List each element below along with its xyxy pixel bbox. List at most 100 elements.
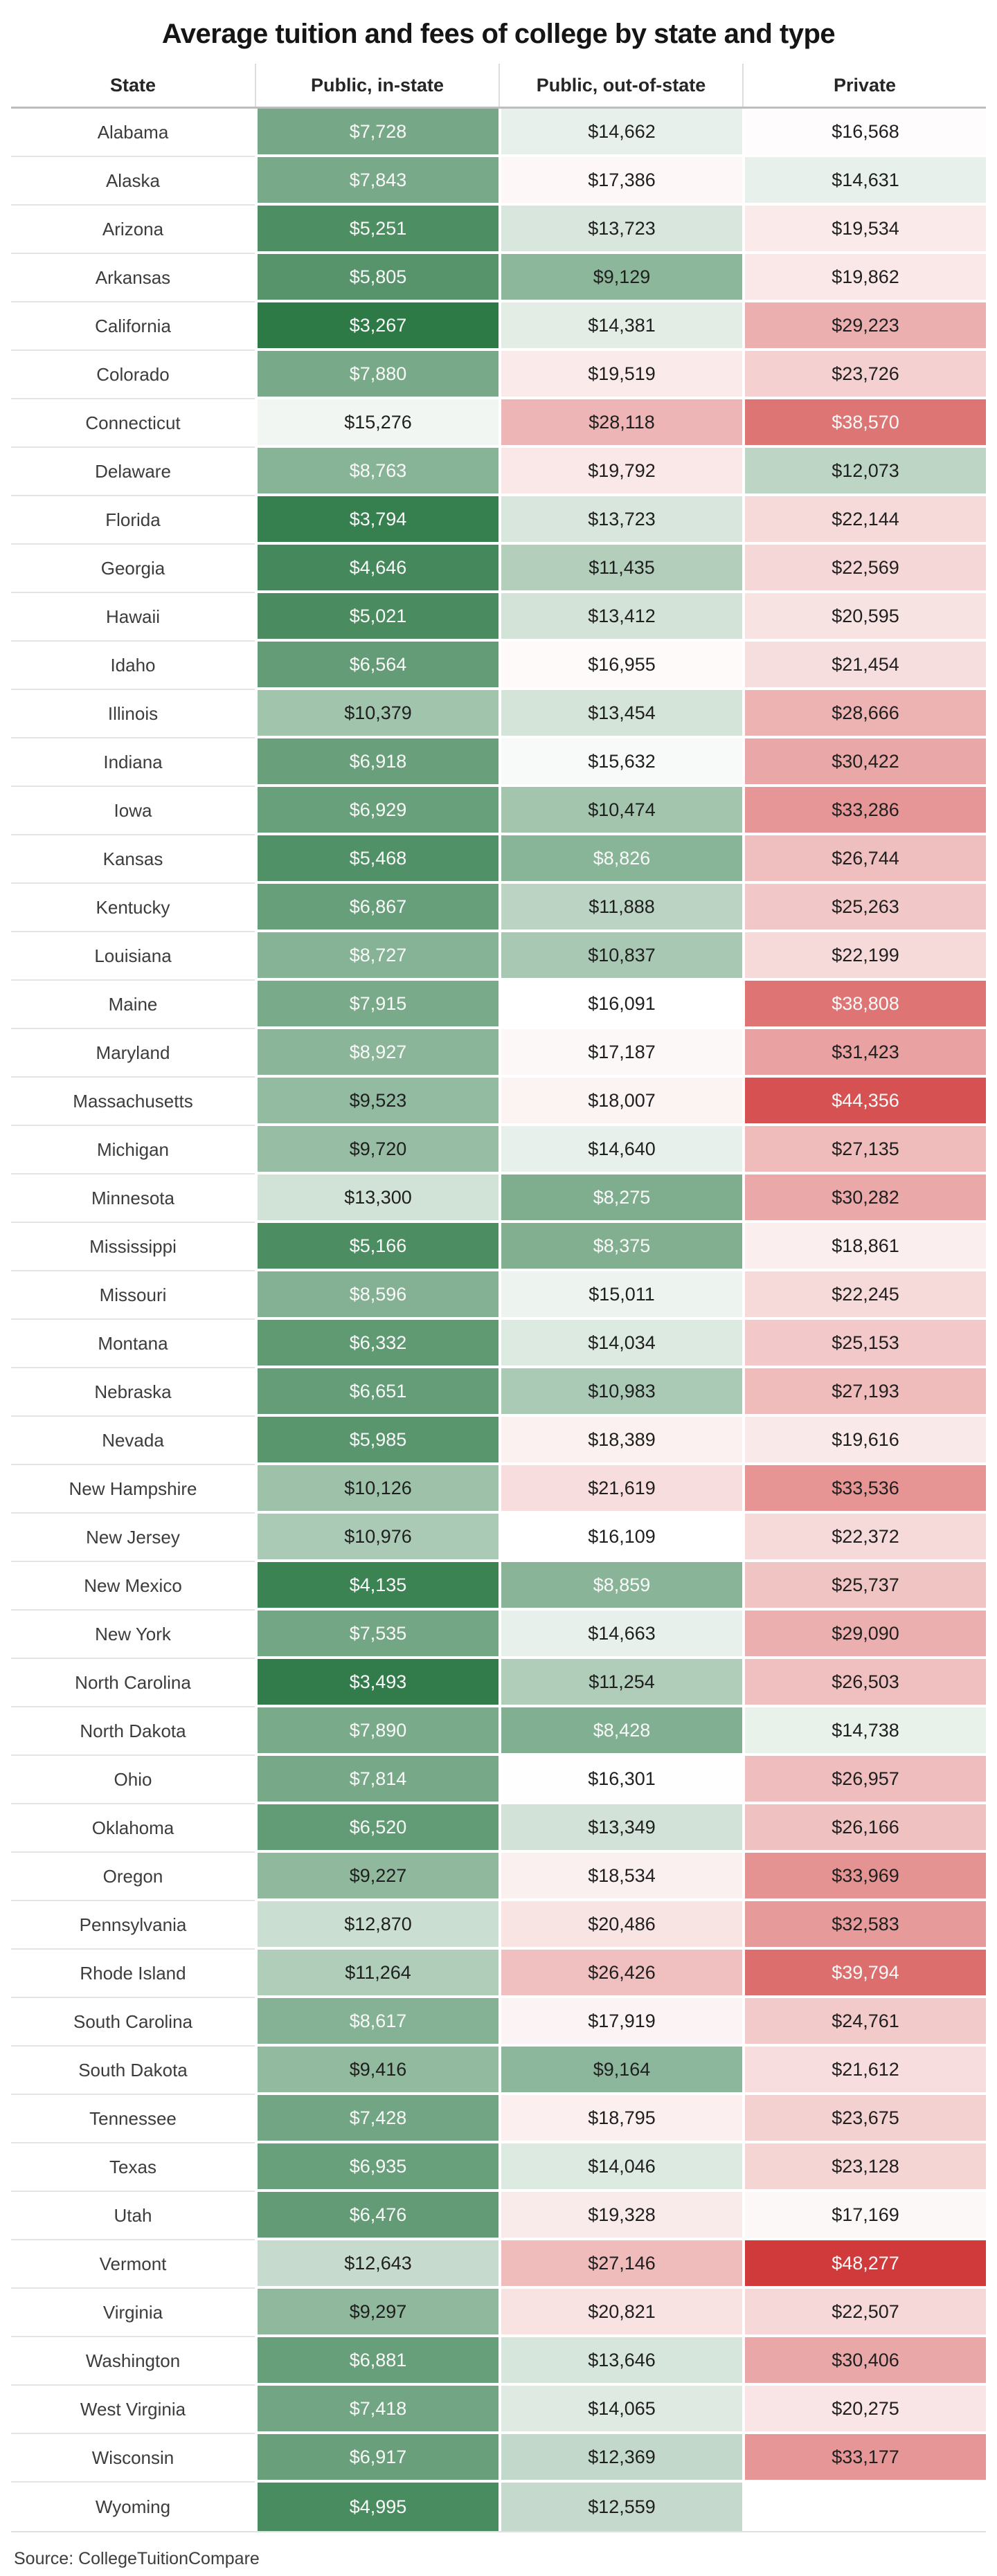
- public-out-of-state-cell: $14,381: [498, 302, 742, 351]
- private-cell: $32,583: [742, 1901, 986, 1950]
- table-row: Minnesota $13,300 $8,275 $30,282: [11, 1174, 986, 1223]
- public-in-state-cell: $6,332: [255, 1320, 498, 1368]
- table-row: Wyoming $4,995 $12,559: [11, 2483, 986, 2531]
- table-row: Nevada $5,985 $18,389 $19,616: [11, 1417, 986, 1465]
- public-out-of-state-cell: $17,919: [498, 1998, 742, 2047]
- state-name-cell: Nevada: [11, 1417, 255, 1465]
- state-name-cell: Nebraska: [11, 1368, 255, 1417]
- state-name-cell: Tennessee: [11, 2095, 255, 2143]
- state-name-cell: Vermont: [11, 2240, 255, 2289]
- public-out-of-state-cell: $14,662: [498, 109, 742, 157]
- state-name-cell: Wyoming: [11, 2483, 255, 2531]
- table-row: Texas $6,935 $14,046 $23,128: [11, 2143, 986, 2192]
- private-cell: $30,406: [742, 2337, 986, 2386]
- state-name-cell: Delaware: [11, 448, 255, 496]
- private-cell: $25,153: [742, 1320, 986, 1368]
- private-cell: $28,666: [742, 690, 986, 738]
- public-out-of-state-cell: $26,426: [498, 1950, 742, 1998]
- public-out-of-state-cell: $14,663: [498, 1611, 742, 1659]
- private-cell: $22,245: [742, 1271, 986, 1320]
- public-in-state-cell: $7,728: [255, 109, 498, 157]
- private-cell: $19,862: [742, 254, 986, 302]
- state-name-cell: Ohio: [11, 1756, 255, 1804]
- table-row: North Dakota $7,890 $8,428 $14,738: [11, 1707, 986, 1756]
- public-out-of-state-cell: $13,454: [498, 690, 742, 738]
- table-header-row: State Public, in-state Public, out-of-st…: [11, 64, 986, 107]
- table-row: Oregon $9,227 $18,534 $33,969: [11, 1853, 986, 1901]
- table-row: Oklahoma $6,520 $13,349 $26,166: [11, 1804, 986, 1853]
- public-in-state-cell: $7,418: [255, 2386, 498, 2434]
- state-name-cell: North Carolina: [11, 1659, 255, 1707]
- column-header-public-out-of-state: Public, out-of-state: [498, 64, 742, 107]
- public-in-state-cell: $13,300: [255, 1174, 498, 1223]
- state-name-cell: Michigan: [11, 1126, 255, 1174]
- public-out-of-state-cell: $14,046: [498, 2143, 742, 2192]
- public-in-state-cell: $8,727: [255, 932, 498, 981]
- public-out-of-state-cell: $16,091: [498, 981, 742, 1029]
- public-out-of-state-cell: $18,534: [498, 1853, 742, 1901]
- public-out-of-state-cell: $8,275: [498, 1174, 742, 1223]
- private-cell: $23,726: [742, 351, 986, 399]
- table-row: Arizona $5,251 $13,723 $19,534: [11, 206, 986, 254]
- public-in-state-cell: $7,915: [255, 981, 498, 1029]
- public-in-state-cell: $9,416: [255, 2047, 498, 2095]
- table-row: Mississippi $5,166 $8,375 $18,861: [11, 1223, 986, 1271]
- public-in-state-cell: $7,880: [255, 351, 498, 399]
- public-in-state-cell: $8,763: [255, 448, 498, 496]
- public-out-of-state-cell: $9,129: [498, 254, 742, 302]
- public-in-state-cell: $5,805: [255, 254, 498, 302]
- public-in-state-cell: $9,523: [255, 1078, 498, 1126]
- private-cell: $22,144: [742, 496, 986, 545]
- state-name-cell: Maryland: [11, 1029, 255, 1078]
- private-cell: $26,744: [742, 835, 986, 884]
- table-row: Tennessee $7,428 $18,795 $23,675: [11, 2095, 986, 2143]
- public-in-state-cell: $7,890: [255, 1707, 498, 1756]
- public-out-of-state-cell: $10,837: [498, 932, 742, 981]
- column-header-state: State: [109, 74, 156, 96]
- state-name-cell: South Carolina: [11, 1998, 255, 2047]
- state-name-cell: Wisconsin: [11, 2434, 255, 2483]
- table-row: Connecticut $15,276 $28,118 $38,570: [11, 399, 986, 448]
- private-cell: $27,135: [742, 1126, 986, 1174]
- state-name-cell: Colorado: [11, 351, 255, 399]
- table-row: Colorado $7,880 $19,519 $23,726: [11, 351, 986, 399]
- state-name-cell: California: [11, 302, 255, 351]
- state-name-cell: Massachusetts: [11, 1078, 255, 1126]
- state-name-cell: Minnesota: [11, 1174, 255, 1223]
- public-out-of-state-cell: $27,146: [498, 2240, 742, 2289]
- public-out-of-state-cell: $12,369: [498, 2434, 742, 2483]
- private-cell: $31,423: [742, 1029, 986, 1078]
- table-row: Arkansas $5,805 $9,129 $19,862: [11, 254, 986, 302]
- private-cell: $38,570: [742, 399, 986, 448]
- public-in-state-cell: $5,251: [255, 206, 498, 254]
- private-cell: $29,223: [742, 302, 986, 351]
- public-in-state-cell: $12,870: [255, 1901, 498, 1950]
- private-cell: $20,595: [742, 593, 986, 642]
- public-out-of-state-cell: $16,109: [498, 1514, 742, 1562]
- public-in-state-cell: $12,643: [255, 2240, 498, 2289]
- state-name-cell: Georgia: [11, 545, 255, 593]
- public-out-of-state-cell: $18,795: [498, 2095, 742, 2143]
- public-in-state-cell: $10,126: [255, 1465, 498, 1514]
- public-out-of-state-cell: $19,792: [498, 448, 742, 496]
- state-name-cell: Kentucky: [11, 884, 255, 932]
- private-cell: $25,263: [742, 884, 986, 932]
- header-divider: [11, 107, 986, 109]
- public-in-state-cell: $7,843: [255, 157, 498, 206]
- private-cell: $22,199: [742, 932, 986, 981]
- private-cell: $14,631: [742, 157, 986, 206]
- table-row: Illinois $10,379 $13,454 $28,666: [11, 690, 986, 738]
- state-name-cell: Arkansas: [11, 254, 255, 302]
- private-cell: $24,761: [742, 1998, 986, 2047]
- public-in-state-cell: $5,166: [255, 1223, 498, 1271]
- public-out-of-state-cell: $10,983: [498, 1368, 742, 1417]
- public-out-of-state-cell: $14,034: [498, 1320, 742, 1368]
- state-name-cell: Missouri: [11, 1271, 255, 1320]
- public-out-of-state-cell: $8,859: [498, 1562, 742, 1611]
- public-out-of-state-cell: $8,428: [498, 1707, 742, 1756]
- column-header-public-in-state: Public, in-state: [255, 64, 498, 107]
- private-cell: $21,454: [742, 642, 986, 690]
- public-in-state-cell: $8,927: [255, 1029, 498, 1078]
- table-row: Indiana $6,918 $15,632 $30,422: [11, 738, 986, 787]
- private-cell: $21,612: [742, 2047, 986, 2095]
